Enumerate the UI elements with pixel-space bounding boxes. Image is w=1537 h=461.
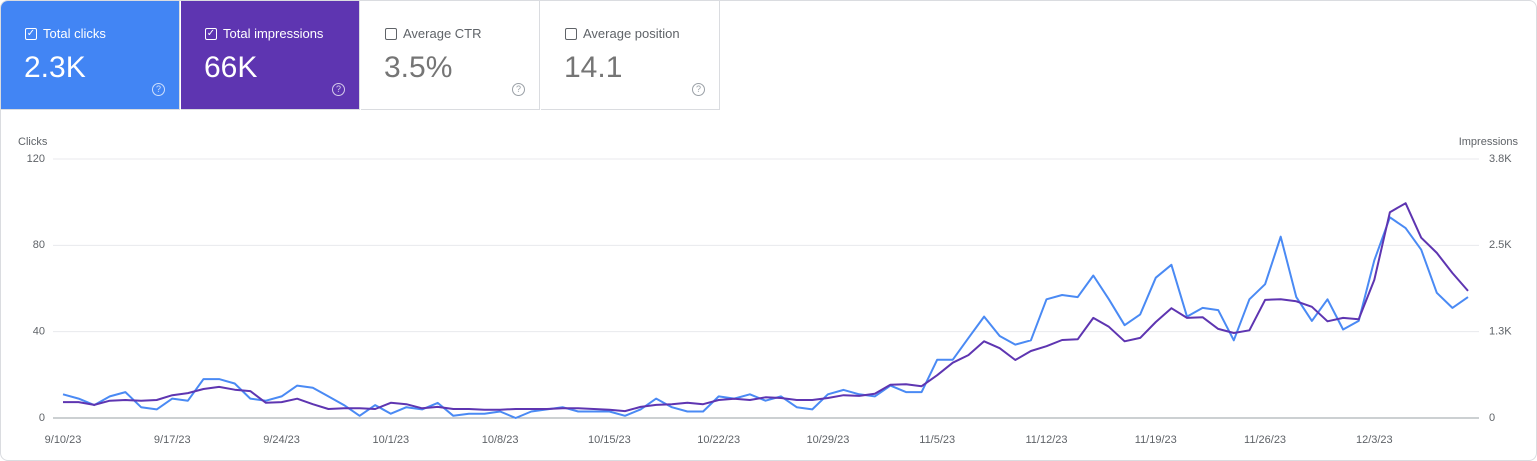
metric-card[interactable]: ✓ Total clicks 2.3K? bbox=[1, 1, 180, 110]
metric-card[interactable]: Average position 14.1? bbox=[541, 1, 720, 110]
x-tick-label: 11/19/23 bbox=[1135, 434, 1177, 446]
metric-value: 3.5% bbox=[384, 51, 453, 84]
x-tick-label: 9/24/23 bbox=[263, 434, 300, 446]
y2-axis-title: Impressions bbox=[1459, 136, 1519, 148]
metric-card[interactable]: ✓ Total impressions 66K? bbox=[181, 1, 360, 110]
x-tick-label: 11/26/23 bbox=[1244, 434, 1286, 446]
y-tick-label: 40 bbox=[33, 326, 45, 338]
checkbox[interactable] bbox=[565, 28, 577, 40]
x-tick-label: 10/8/23 bbox=[482, 434, 519, 446]
x-tick-label: 11/5/23 bbox=[919, 434, 955, 446]
metric-label: Average CTR bbox=[403, 26, 482, 41]
x-tick-label: 12/3/23 bbox=[1356, 434, 1393, 446]
x-tick-label: 10/22/23 bbox=[697, 434, 740, 446]
help-icon[interactable]: ? bbox=[152, 83, 165, 96]
x-tick-label: 10/29/23 bbox=[807, 434, 850, 446]
metric-value: 2.3K bbox=[24, 51, 86, 84]
x-tick-label: 10/1/23 bbox=[372, 434, 409, 446]
y-tick-label: 120 bbox=[27, 153, 45, 165]
y2-tick-label: 2.5K bbox=[1489, 239, 1512, 251]
y-axis-title: Clicks bbox=[18, 136, 48, 148]
y-tick-label: 80 bbox=[33, 239, 45, 251]
metric-label: Total clicks bbox=[43, 26, 106, 41]
help-icon[interactable]: ? bbox=[512, 83, 525, 96]
series-line bbox=[63, 202, 1469, 413]
metric-card[interactable]: Average CTR 3.5%? bbox=[361, 1, 540, 110]
x-tick-label: 10/15/23 bbox=[588, 434, 631, 446]
x-tick-label: 9/10/23 bbox=[45, 434, 82, 446]
x-tick-label: 11/12/23 bbox=[1025, 434, 1067, 446]
help-icon[interactable]: ? bbox=[692, 83, 705, 96]
checkbox[interactable]: ✓ bbox=[205, 28, 217, 40]
metric-label: Average position bbox=[583, 26, 680, 41]
series-line bbox=[62, 216, 1469, 419]
y-tick-label: 0 bbox=[39, 412, 45, 424]
y2-tick-label: 3.8K bbox=[1489, 153, 1512, 165]
metric-label: Total impressions bbox=[223, 26, 324, 41]
metric-value: 14.1 bbox=[564, 51, 623, 84]
metric-value: 66K bbox=[204, 51, 258, 84]
help-icon[interactable]: ? bbox=[332, 83, 345, 96]
x-tick-label: 9/17/23 bbox=[154, 434, 191, 446]
y2-tick-label: 0 bbox=[1489, 412, 1495, 424]
y2-tick-label: 1.3K bbox=[1489, 326, 1512, 338]
checkbox[interactable] bbox=[385, 28, 397, 40]
checkbox[interactable]: ✓ bbox=[25, 28, 37, 40]
